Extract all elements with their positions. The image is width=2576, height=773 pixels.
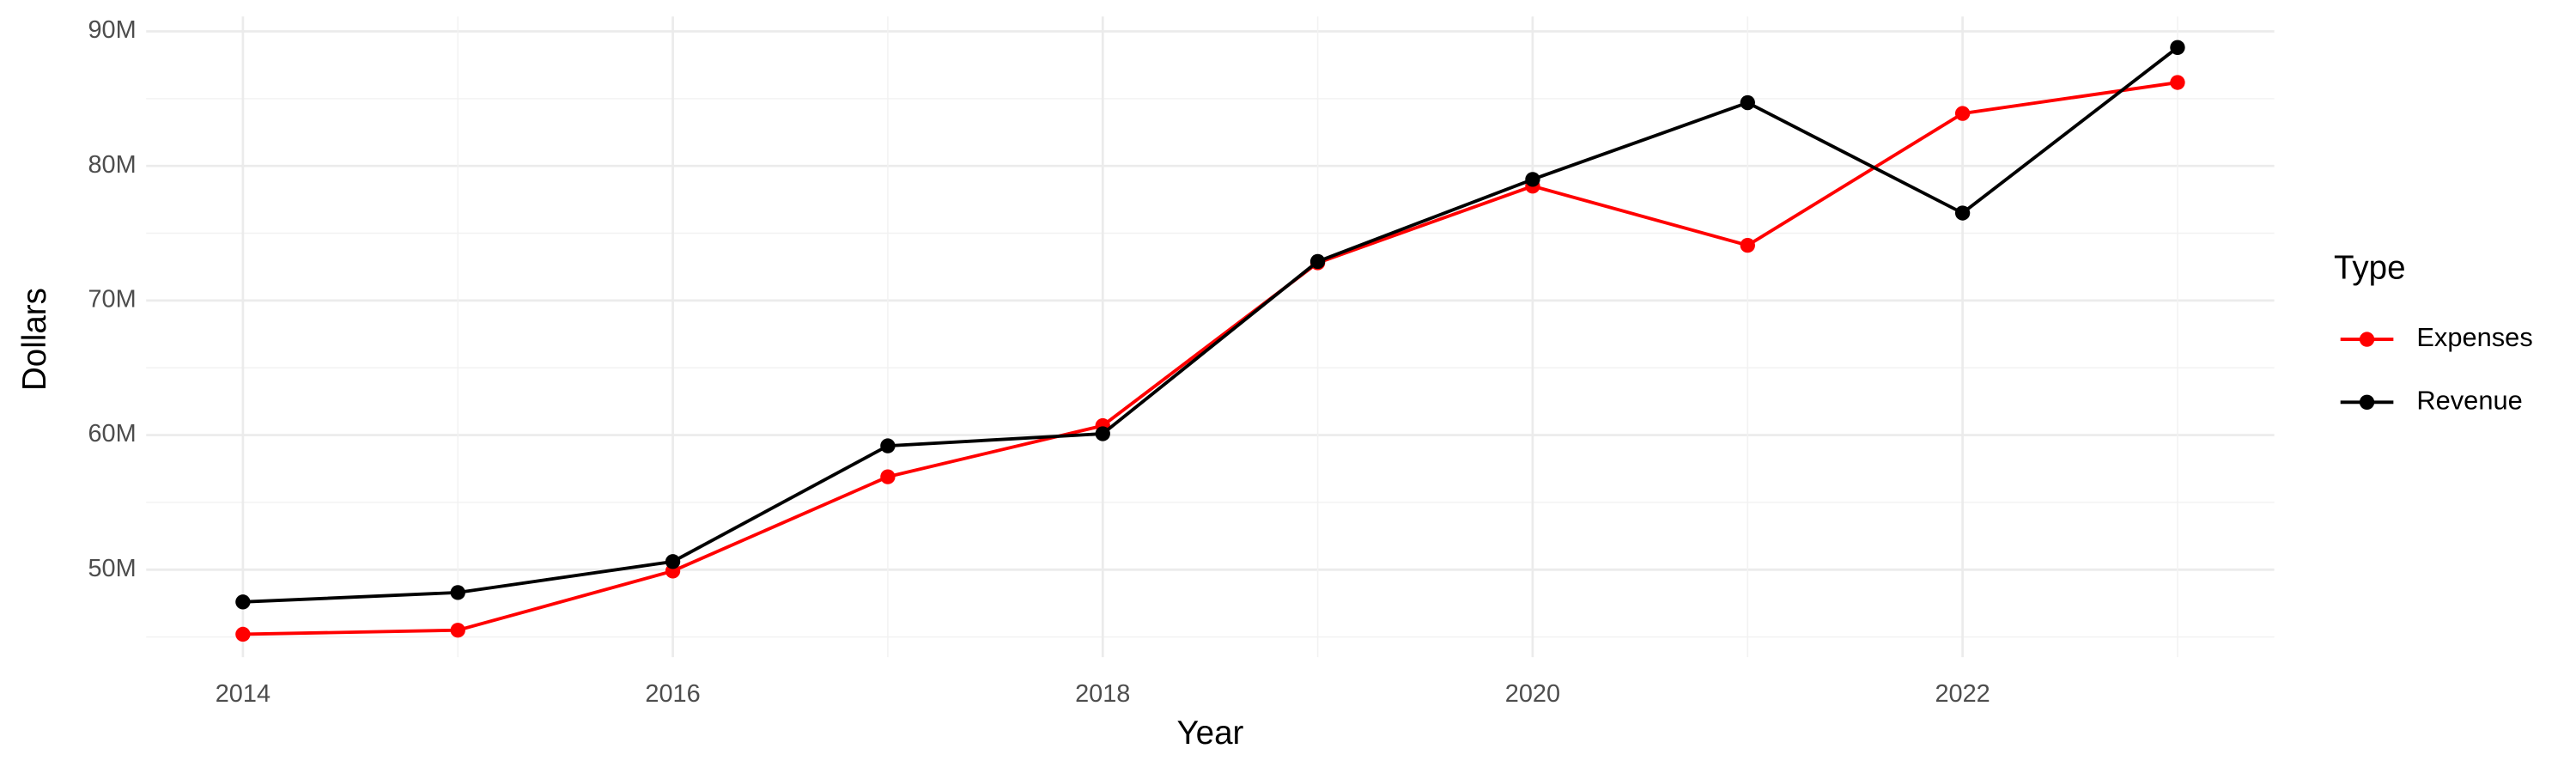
series-line: [242, 46, 2179, 604]
x-tick-label: 2014: [216, 680, 270, 708]
data-point: [1095, 426, 1110, 441]
legend-label: Revenue: [2416, 385, 2522, 415]
data-point: [1525, 172, 1540, 187]
data-point: [1309, 253, 1326, 270]
data-point: [665, 554, 681, 569]
data-point: [450, 585, 465, 600]
legend-title: Type: [2334, 249, 2406, 286]
y-tick-label: 90M: [88, 16, 136, 44]
data-point: [1740, 237, 1755, 253]
data-point: [1954, 205, 1971, 221]
grid: [146, 16, 2275, 658]
data-point: [235, 594, 251, 610]
legend-key-point: [2359, 332, 2375, 347]
y-axis-title: Dollars: [16, 288, 53, 391]
x-tick-label: 2016: [645, 680, 700, 708]
data-point: [2170, 75, 2185, 90]
data-point: [880, 469, 896, 484]
x-tick-label: 2018: [1075, 680, 1130, 708]
legend-key-point: [2359, 394, 2375, 410]
x-tick-label: 2020: [1505, 680, 1560, 708]
data-point: [1740, 94, 1755, 111]
data-point: [1954, 106, 1971, 121]
data-point: [2170, 40, 2185, 55]
x-axis-title: Year: [1176, 715, 1243, 752]
data-point: [450, 623, 465, 638]
y-tick-label: 50M: [88, 555, 136, 582]
series-line: [242, 81, 2178, 636]
x-tick-label: 2022: [1935, 680, 1990, 708]
y-tick-label: 60M: [88, 420, 136, 447]
data-point: [235, 626, 251, 642]
legend-label: Expenses: [2416, 322, 2532, 352]
y-tick-label: 80M: [88, 151, 136, 179]
y-tick-label: 70M: [88, 286, 136, 313]
data-point: [880, 438, 896, 453]
